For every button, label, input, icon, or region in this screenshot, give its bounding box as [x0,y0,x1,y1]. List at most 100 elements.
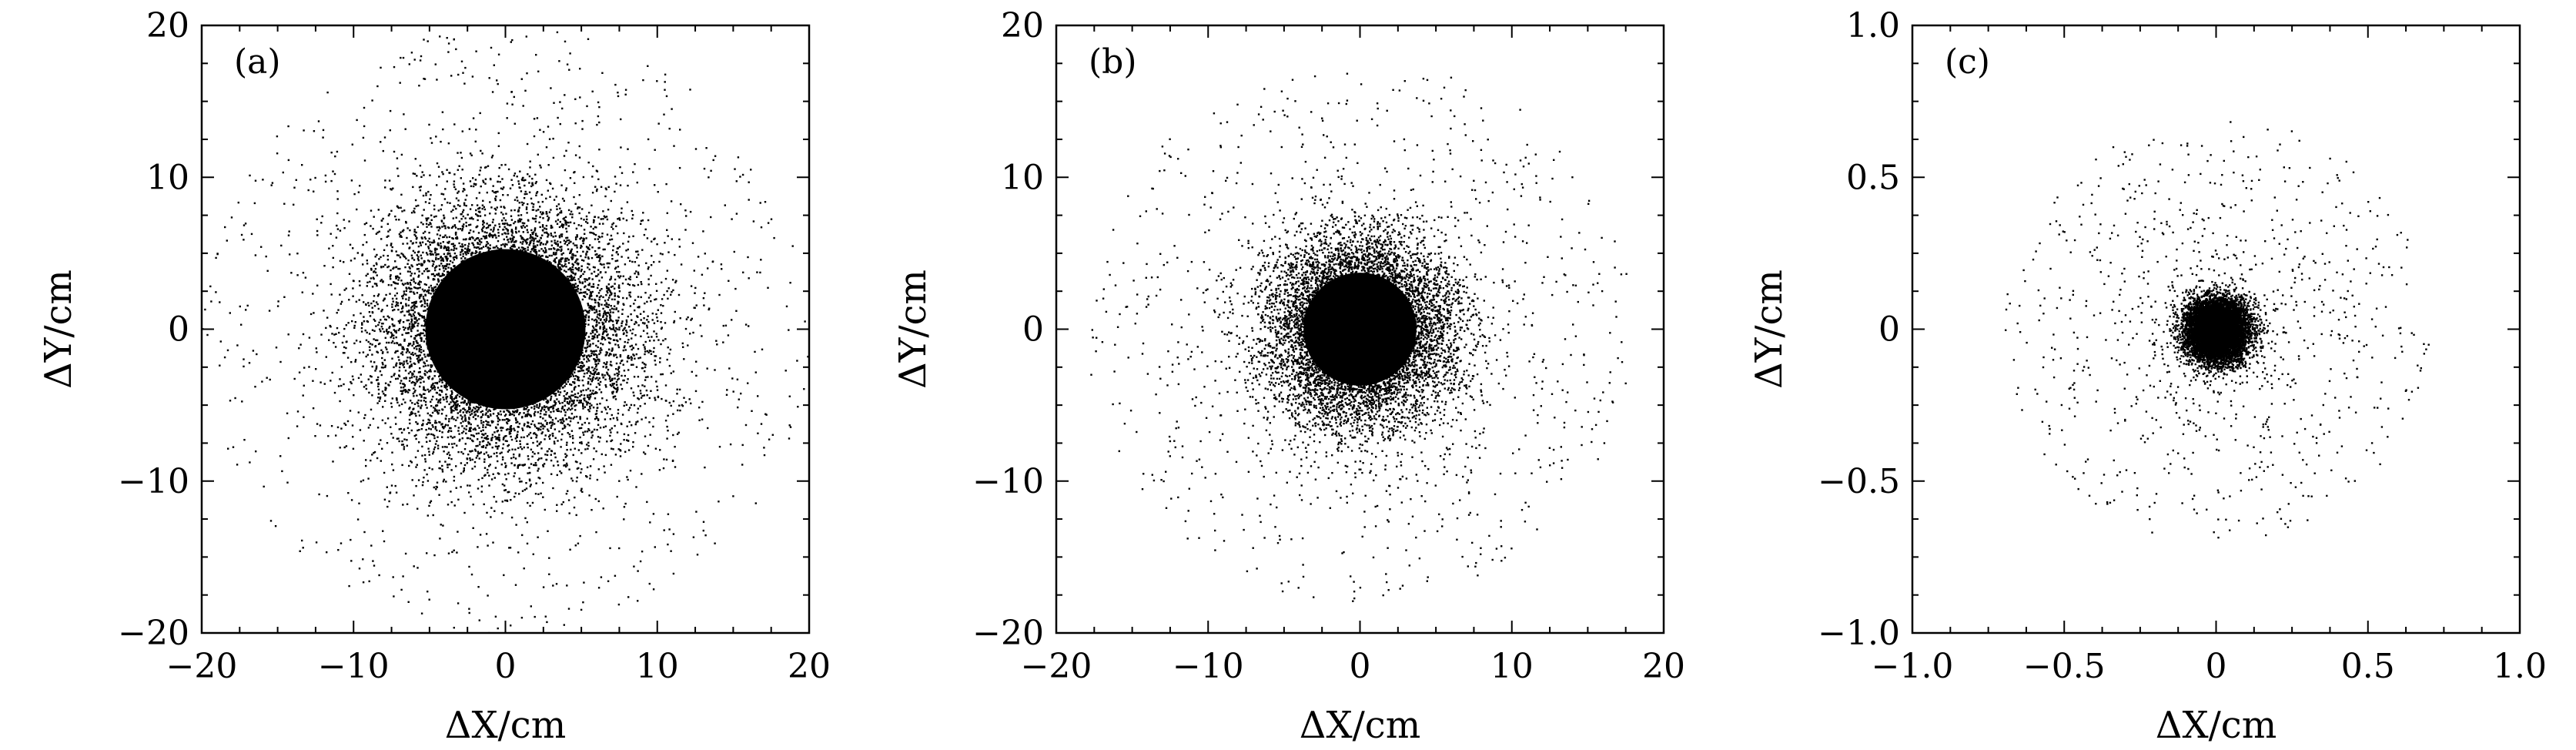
scatter-point [453,388,456,391]
scatter-point [530,236,532,238]
scatter-point [570,323,572,326]
scatter-point [631,344,633,347]
scatter-point [475,280,477,282]
scatter-point [477,408,480,411]
scatter-point [582,434,585,436]
scatter-point [573,401,575,403]
scatter-point [474,428,477,431]
scatter-point [433,385,436,387]
scatter-point [519,323,521,326]
scatter-point [463,409,467,411]
scatter-point [511,232,514,234]
scatter-point [469,381,471,383]
scatter-point [517,388,520,390]
scatter-point [531,501,534,504]
scatter-point [597,292,601,294]
scatter-point [395,275,397,278]
scatter-point [533,368,535,371]
scatter-point [410,254,413,256]
scatter-point [557,360,560,362]
scatter-point [472,291,475,293]
scatter-point [514,328,517,330]
scatter-point [508,326,511,329]
scatter-point [485,291,487,294]
scatter-point [550,473,553,475]
scatter-point [408,325,411,327]
scatter-point [682,346,684,348]
scatter-point [519,251,521,253]
scatter-point [410,240,412,243]
scatter-point [357,377,360,380]
scatter-point [594,233,597,236]
scatter-point [585,314,587,316]
scatter-point [486,256,488,258]
scatter-point [663,293,665,296]
scatter-point [549,341,551,344]
scatter-point [550,244,554,246]
scatter-point [614,353,617,356]
scatter-point [620,383,622,386]
scatter-point [516,196,518,199]
scatter-point [498,252,500,254]
scatter-point [507,258,510,260]
scatter-point [443,236,445,238]
scatter-point [488,409,490,411]
scatter-point [544,356,546,358]
scatter-point [390,336,392,339]
scatter-point [475,249,477,253]
scatter-point [574,236,577,239]
scatter-point [489,410,492,412]
scatter-point [572,316,575,319]
scatter-point [503,385,505,387]
scatter-point [527,267,530,270]
scatter-point [473,283,477,286]
scatter-point [400,380,403,382]
scatter-point [510,229,514,231]
scatter-point [601,333,604,336]
scatter-point [517,230,520,233]
scatter-point [523,407,526,410]
scatter-point [315,347,317,350]
scatter-point [444,267,447,270]
scatter-point [560,300,562,303]
scatter-point [589,343,592,346]
scatter-point [535,386,538,388]
scatter-point [361,254,363,256]
scatter-point [533,386,535,389]
scatter-point [429,340,431,343]
scatter-point [558,236,561,239]
scatter-point [580,292,583,294]
scatter-point [401,353,404,356]
scatter-point [628,236,631,238]
scatter-point [513,475,515,477]
scatter-point [594,318,597,321]
scatter-point [684,327,687,330]
scatter-point [595,386,598,388]
scatter-point [365,339,368,342]
scatter-point [467,370,469,372]
scatter-point [426,473,428,476]
scatter-point [574,328,577,330]
scatter-point [533,267,536,270]
scatter-point [632,235,634,237]
scatter-point [521,490,524,492]
scatter-point [504,399,507,401]
scatter-point [475,308,477,310]
scatter-point [464,269,467,271]
scatter-point [382,351,384,353]
scatter-point [557,243,559,246]
scatter-point [575,289,578,291]
scatter-point [580,442,583,445]
scatter-point [459,373,462,376]
scatter-point [420,351,423,353]
scatter-point [594,417,597,420]
scatter-point [453,249,455,252]
scatter-point [470,317,472,320]
scatter-point [579,417,581,420]
scatter-point [465,350,467,353]
scatter-point [469,459,472,461]
scatter-point [521,261,524,264]
scatter-point [587,315,590,318]
scatter-point [524,353,527,356]
